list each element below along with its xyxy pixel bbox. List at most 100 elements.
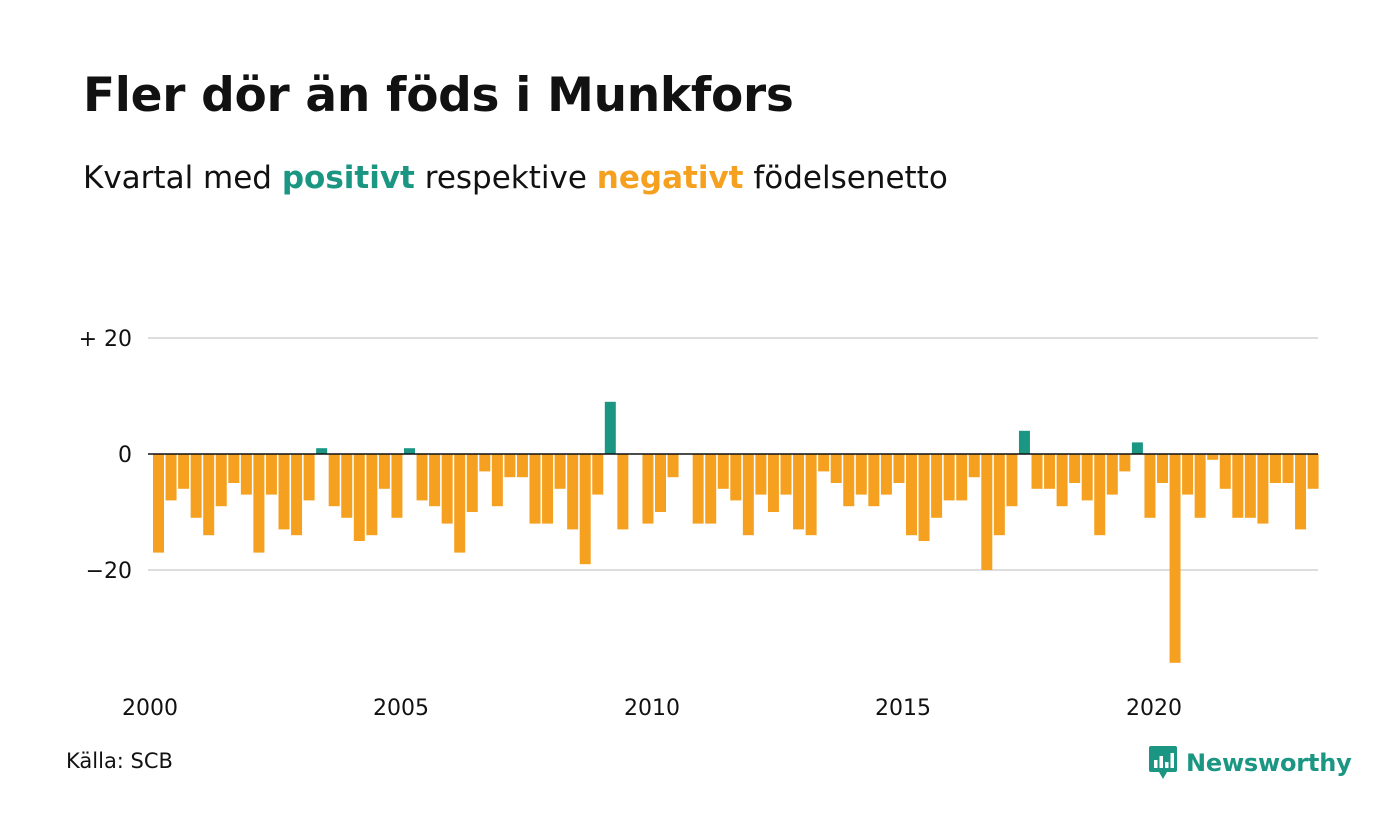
chart-bar	[1031, 454, 1043, 489]
chart-bar	[215, 454, 227, 507]
chart-bar	[843, 454, 855, 507]
chart-bar	[466, 454, 478, 512]
chart-bar	[291, 454, 303, 536]
chart-bar	[1006, 454, 1018, 507]
chart-bar	[491, 454, 503, 507]
chart-bar	[893, 454, 905, 483]
chart-bar	[1157, 454, 1168, 483]
chart-bar	[1106, 454, 1118, 495]
chart-bar	[165, 454, 177, 501]
chart-bar	[303, 454, 315, 501]
chart-bar	[981, 454, 993, 570]
subtitle-positive-word: positivt	[281, 160, 415, 196]
chart-bar	[1131, 442, 1143, 454]
chart-bar	[1094, 454, 1106, 536]
chart-bar	[692, 454, 704, 524]
chart-bar	[968, 454, 980, 478]
chart-bar	[717, 454, 729, 489]
chart-bar	[504, 454, 516, 478]
subtitle-prefix: Kvartal med	[83, 160, 272, 196]
chart-bar	[429, 454, 441, 507]
chart-bar	[1295, 454, 1307, 530]
bar-chart: + 20 0 −20 2000 2005 2010 2015 2020	[79, 327, 1319, 721]
chart-bar	[667, 454, 679, 478]
chart-bar	[529, 454, 541, 524]
chart-bar	[391, 454, 403, 518]
chart-bar	[855, 454, 867, 495]
chart-bar	[805, 454, 817, 536]
chart-bar	[353, 454, 365, 541]
chart-bar	[178, 454, 190, 489]
chart-bar	[1257, 454, 1269, 524]
x-tick-label: 2010	[624, 696, 680, 721]
chart-bar	[642, 454, 654, 524]
x-tick-label: 2000	[122, 696, 178, 721]
chart-bar	[1169, 454, 1181, 663]
chart-bar	[1056, 454, 1068, 507]
chart-bar	[516, 454, 528, 478]
chart-bar	[1207, 454, 1219, 460]
chart-bar	[328, 454, 340, 507]
subtitle-middle: respektive	[424, 160, 587, 196]
chart-bar	[742, 454, 754, 536]
x-tick-label: 2005	[373, 696, 429, 721]
chart-bar	[730, 454, 742, 501]
chart-bar	[918, 454, 930, 541]
chart-bar	[554, 454, 566, 489]
chart-bar	[592, 454, 604, 495]
y-tick-label: + 20	[79, 327, 132, 352]
chart-bar	[441, 454, 453, 524]
source-note: Källa: SCB	[66, 749, 173, 773]
subtitle-suffix: födelsenetto	[753, 160, 948, 196]
chart-bar	[780, 454, 792, 495]
chart-bar	[993, 454, 1005, 536]
chart-bar	[416, 454, 428, 501]
chart-bar	[542, 454, 554, 524]
chart-bar	[1244, 454, 1256, 518]
logo-text: Newsworthy	[1186, 749, 1352, 777]
chart-bar	[278, 454, 290, 530]
chart-title: Fler dör än föds i Munkfors	[83, 68, 794, 123]
chart-bar	[1119, 454, 1131, 472]
chart-bar	[755, 454, 767, 495]
chart-bar	[316, 448, 328, 454]
chart-bar	[203, 454, 215, 536]
chart-bar	[567, 454, 579, 530]
y-tick-label: 0	[118, 443, 132, 468]
chart-bar	[153, 454, 164, 553]
chart-bar	[818, 454, 830, 472]
chart-bar	[366, 454, 378, 536]
chart-bar	[1232, 454, 1244, 518]
chart-bar	[1269, 454, 1281, 483]
chart-bar	[830, 454, 842, 483]
y-tick-label: −20	[86, 559, 132, 584]
chart-bar	[705, 454, 717, 524]
chart-bar	[1069, 454, 1081, 483]
chart-bar	[479, 454, 491, 472]
x-tick-label: 2015	[875, 696, 931, 721]
chart-bar	[931, 454, 943, 518]
chart-bar	[1182, 454, 1194, 495]
chart-bar	[228, 454, 240, 483]
chart-bar	[604, 401, 616, 454]
x-tick-label: 2020	[1126, 696, 1182, 721]
chart-bar	[378, 454, 390, 489]
chart-bar	[190, 454, 202, 518]
chart-bar	[579, 454, 591, 565]
subtitle-negative-word: negativt	[596, 160, 744, 196]
chart-bar	[880, 454, 892, 495]
chart-bar	[454, 454, 466, 553]
chart-bar	[1044, 454, 1056, 489]
chart-bar	[617, 454, 629, 530]
chart-bar	[240, 454, 252, 495]
chart-bar	[404, 448, 415, 454]
chart-bar	[906, 454, 917, 536]
chart-bar	[1081, 454, 1093, 501]
chart-bar	[655, 454, 666, 512]
chart-bar	[1219, 454, 1231, 489]
chart-bar	[1018, 430, 1030, 454]
chart-bar	[265, 454, 277, 495]
chart-bar	[868, 454, 880, 507]
chart-bar	[253, 454, 265, 553]
chart-bar	[341, 454, 353, 518]
